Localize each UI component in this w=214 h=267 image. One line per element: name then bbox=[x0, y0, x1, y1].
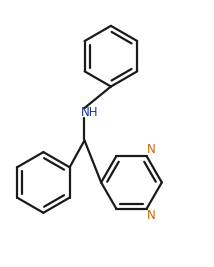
Text: N: N bbox=[147, 209, 155, 222]
Text: N: N bbox=[147, 143, 155, 156]
Text: NH: NH bbox=[81, 107, 98, 119]
